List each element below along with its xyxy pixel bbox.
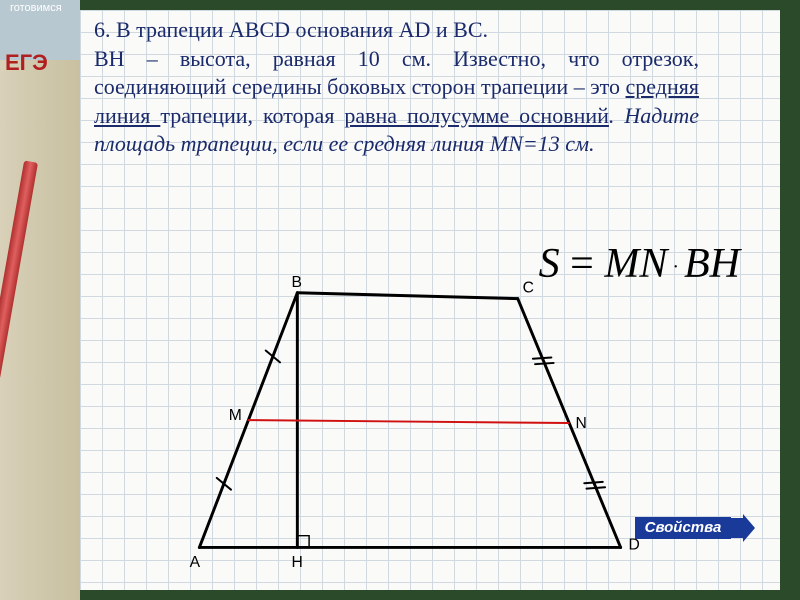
properties-label: Свойства [635,517,731,539]
paper-area: 6. В трапеции ABCD основания AD и BC. BH… [80,10,780,590]
formula-bh: BH [684,241,740,287]
svg-text:B: B [291,274,301,291]
svg-text:C: C [523,280,534,297]
problem-line1: 6. В трапеции ABCD основания AD и BC. [94,17,488,42]
pencil-decoration [0,160,38,379]
problem-line2: BH – высота, равная 10 см. Известно, что… [94,46,699,100]
ege-badge: ЕГЭ [5,50,75,76]
trapezoid-diagram: ADBCHMN [170,270,650,580]
arrow-right-icon [731,514,755,542]
svg-text:A: A [190,554,201,571]
svg-text:H: H [291,554,302,571]
svg-text:N: N [576,415,587,432]
sidebar: готовимся ЕГЭ [0,0,80,600]
problem-underline2: равна полусумме основний [344,103,609,128]
problem-text: 6. В трапеции ABCD основания AD и BC. BH… [94,16,699,159]
properties-button[interactable]: Свойства [635,514,755,542]
formula-dot: · [667,256,684,278]
top-label: готовимся [10,2,62,14]
problem-mid: трапеции, которая [160,103,344,128]
svg-text:M: M [229,407,242,424]
